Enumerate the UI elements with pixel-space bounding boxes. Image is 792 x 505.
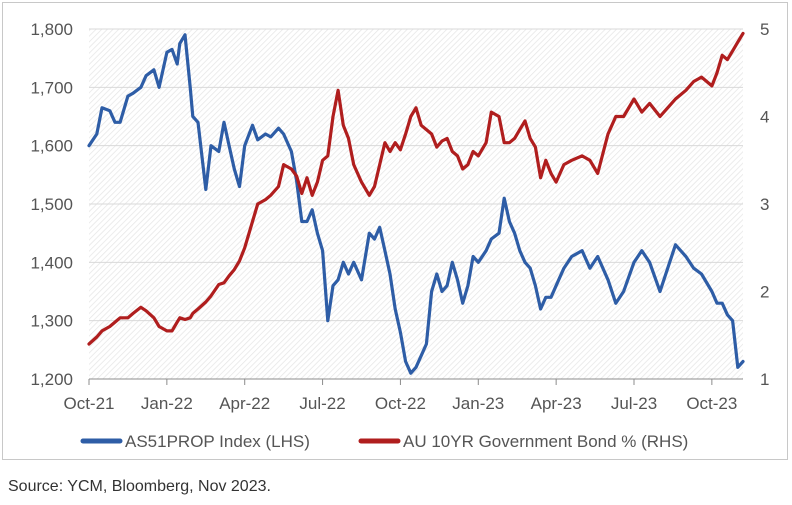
x-tick-label: Jul-22 [299,394,345,413]
x-axis: Oct-21 Jan-22 Apr-22 Jul-22 Oct-22 Jan-23 Apr-… [63,378,743,413]
y-left-tick-label: 1,700 [30,78,73,97]
legend-label-series1: AS51PROP Index (LHS) [125,432,310,451]
series-lines [87,31,745,375]
x-tick-label: Jul-23 [611,394,657,413]
gridlines [89,28,743,322]
legend: AS51PROP Index (LHS) AU 10YR Government … [80,432,688,451]
y-left-tick-label: 1,300 [30,312,73,331]
series-line-2 [87,31,745,346]
source-note: Source: YCM, Bloomberg, Nov 2023. [8,478,271,495]
x-tick-label: Oct-23 [686,394,737,413]
y-left-tick-label: 1,800 [30,20,73,39]
y-left-tick-label: 1,400 [30,253,73,272]
x-tick-label: Oct-22 [375,394,426,413]
series-line-1 [87,33,745,375]
x-tick-label: Apr-22 [219,394,270,413]
chart-frame: Oct-21 Jan-22 Apr-22 Jul-22 Oct-22 Jan-23 Apr-… [2,2,788,460]
legend-label-series2: AU 10YR Government Bond % (RHS) [403,432,688,451]
y-right-tick-label: 2 [760,283,769,302]
y-axis-right: 1 2 3 4 5 [760,20,769,389]
y-right-tick-label: 1 [760,370,769,389]
line-chart: Oct-21 Jan-22 Apr-22 Jul-22 Oct-22 Jan-23 Apr-… [30,20,769,451]
y-right-tick-label: 4 [760,108,769,127]
y-right-tick-label: 5 [760,20,769,39]
x-tick-label: Oct-21 [63,394,114,413]
y-left-tick-label: 1,600 [30,137,73,156]
y-axis-left: 1,200 1,300 1,400 1,500 1,600 1,700 1,800 [30,20,73,389]
y-left-tick-label: 1,200 [30,370,73,389]
x-tick-label: Apr-23 [531,394,582,413]
y-left-tick-label: 1,500 [30,195,73,214]
y-right-tick-label: 3 [760,195,769,214]
x-tick-label: Jan-23 [452,394,504,413]
x-tick-label: Jan-22 [141,394,193,413]
